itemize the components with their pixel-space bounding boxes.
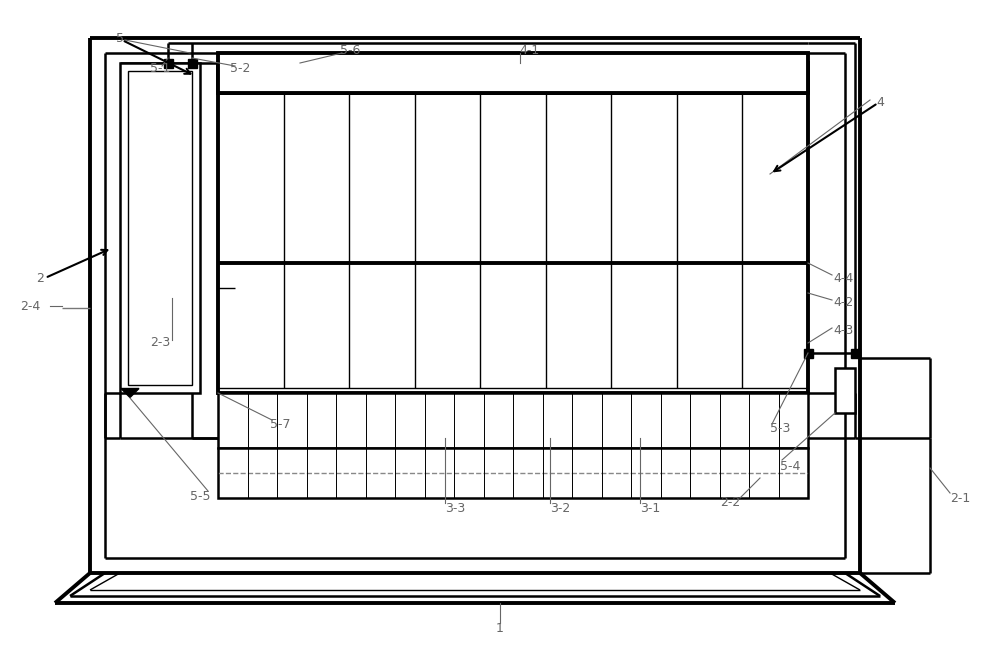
Bar — [851, 349, 860, 358]
Text: 3-3: 3-3 — [445, 502, 465, 515]
Text: 4-1: 4-1 — [520, 43, 540, 56]
Text: 4: 4 — [876, 97, 884, 110]
Bar — [690, 393, 720, 448]
Bar — [277, 393, 307, 448]
Text: 3-1: 3-1 — [640, 502, 660, 515]
Bar — [543, 393, 572, 448]
Bar — [720, 393, 749, 448]
Bar — [307, 393, 336, 448]
Text: 2-1: 2-1 — [950, 491, 970, 505]
Bar — [366, 448, 395, 498]
Bar — [778, 393, 808, 448]
Text: 5: 5 — [116, 32, 124, 45]
Bar — [631, 393, 660, 448]
Text: 5-6: 5-6 — [340, 43, 360, 56]
Bar — [218, 53, 808, 93]
Bar — [366, 393, 395, 448]
Bar — [277, 448, 307, 498]
Bar — [454, 393, 484, 448]
Bar — [660, 393, 690, 448]
Text: 2-2: 2-2 — [720, 496, 740, 509]
Bar — [572, 393, 602, 448]
Bar — [749, 448, 778, 498]
Bar — [425, 448, 454, 498]
Text: 3-2: 3-2 — [550, 502, 570, 515]
Text: 2-3: 2-3 — [150, 336, 170, 349]
Bar — [690, 448, 720, 498]
Bar — [188, 58, 196, 67]
Bar — [395, 393, 424, 448]
Bar — [164, 58, 173, 67]
Bar — [454, 448, 484, 498]
Bar — [513, 448, 543, 498]
Bar — [218, 393, 808, 448]
Bar — [218, 448, 248, 498]
Text: 5-1: 5-1 — [150, 62, 170, 75]
Bar — [248, 448, 277, 498]
Bar — [248, 393, 277, 448]
Bar — [218, 63, 808, 393]
Bar — [218, 393, 248, 448]
Text: 4-4: 4-4 — [833, 272, 853, 284]
Text: 1: 1 — [496, 621, 504, 634]
Bar — [307, 448, 336, 498]
Text: 5-4: 5-4 — [780, 459, 800, 472]
Bar — [128, 71, 192, 385]
Bar — [218, 448, 808, 498]
Bar — [336, 393, 366, 448]
Text: 4-3: 4-3 — [833, 323, 853, 336]
Bar — [804, 349, 812, 358]
Text: 2-4: 2-4 — [20, 299, 40, 312]
Bar — [749, 393, 778, 448]
Text: 5-5: 5-5 — [190, 489, 210, 502]
Bar — [513, 393, 543, 448]
Text: 5-3: 5-3 — [770, 421, 790, 435]
Bar — [120, 63, 200, 393]
Bar — [660, 448, 690, 498]
Bar — [631, 448, 660, 498]
Text: 5-7: 5-7 — [270, 417, 290, 430]
Text: 5-2: 5-2 — [230, 62, 250, 75]
Bar — [572, 448, 602, 498]
Text: 2: 2 — [36, 272, 44, 284]
Bar — [336, 448, 366, 498]
Bar — [425, 393, 454, 448]
Bar — [835, 368, 855, 413]
Bar — [720, 448, 749, 498]
Bar — [602, 448, 631, 498]
Bar — [484, 448, 513, 498]
Text: 4-2: 4-2 — [833, 297, 853, 310]
Bar — [543, 448, 572, 498]
Bar — [484, 393, 513, 448]
Polygon shape — [121, 389, 139, 397]
Bar — [602, 393, 631, 448]
Bar — [778, 448, 808, 498]
Bar — [395, 448, 424, 498]
